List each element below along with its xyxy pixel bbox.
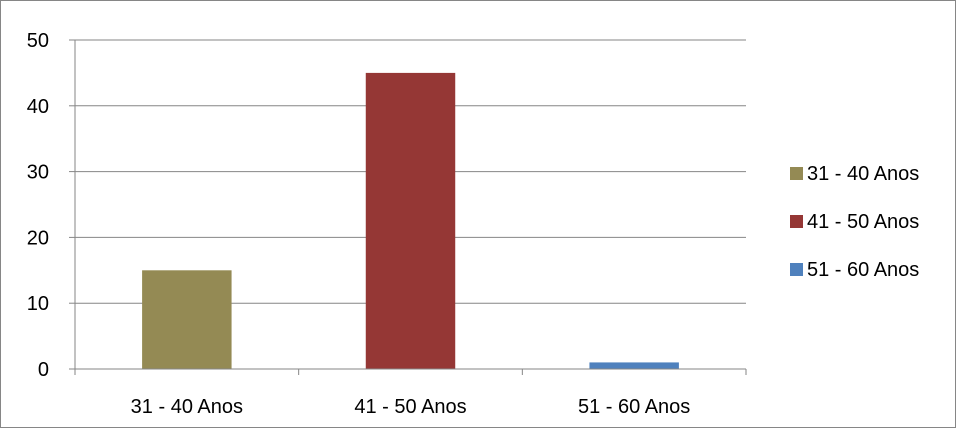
y-tick-label: 40: [27, 96, 49, 118]
legend-swatch: [790, 263, 803, 276]
bar-1: [142, 270, 232, 369]
x-category-label: 51 - 60 Anos: [578, 396, 690, 418]
legend: 31 - 40 Anos 41 - 50 Anos 51 - 60 Anos: [790, 163, 919, 281]
y-tick-label: 0: [38, 359, 49, 381]
legend-label: 31 - 40 Anos: [807, 163, 919, 185]
y-tick-label: 50: [27, 30, 49, 52]
y-tick-label: 10: [27, 293, 49, 315]
y-tick-labels: 0 10 20 30 40 50: [27, 30, 49, 381]
y-tick-label: 30: [27, 162, 49, 184]
x-category-label: 41 - 50 Anos: [354, 396, 466, 418]
bar-2: [365, 72, 456, 370]
legend-label: 51 - 60 Anos: [807, 259, 919, 281]
bar-3: [589, 362, 679, 369]
legend-swatch: [790, 167, 803, 180]
x-category-label: 31 - 40 Anos: [131, 396, 243, 418]
x-category-labels: 31 - 40 Anos 41 - 50 Anos 51 - 60 Anos: [131, 396, 691, 418]
bars: [142, 72, 679, 370]
y-tick-label: 20: [27, 227, 49, 249]
legend-swatch: [790, 215, 803, 228]
axes: [69, 39, 747, 375]
legend-label: 41 - 50 Anos: [807, 211, 919, 233]
